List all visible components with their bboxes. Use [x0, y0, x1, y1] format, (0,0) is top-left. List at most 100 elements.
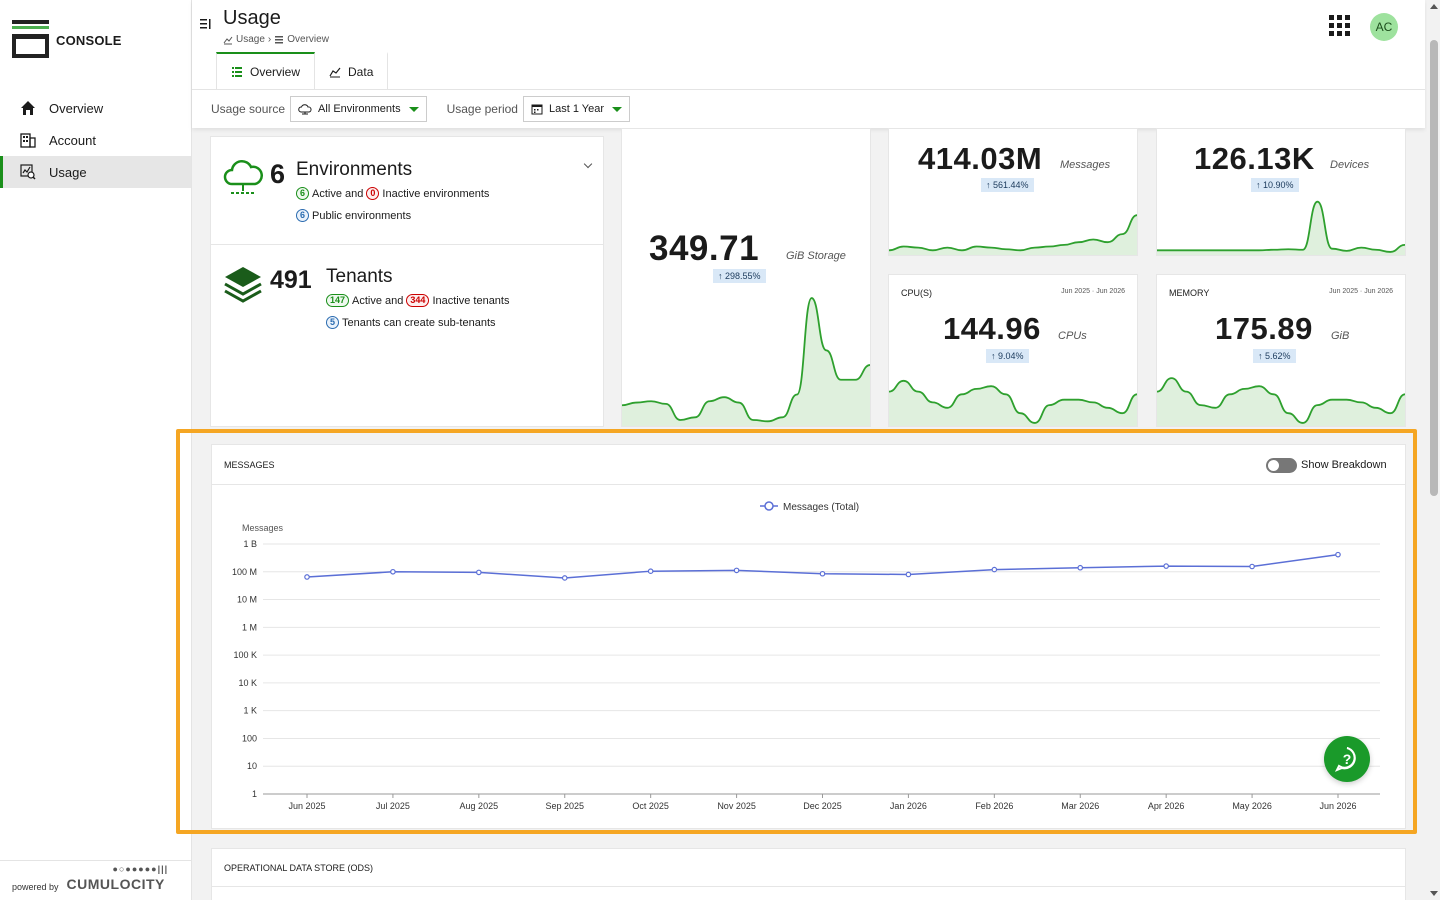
- arrow-up-icon: ↑: [1258, 351, 1263, 361]
- tenants-count: 491: [270, 266, 312, 294]
- scroll-up-icon[interactable]: [1430, 4, 1438, 9]
- data-point: [1163, 563, 1169, 569]
- sidebar-item-account[interactable]: Account: [0, 124, 191, 156]
- data-point: [390, 568, 396, 575]
- messages-line-chart: Messages (Total) Messages 1 10 100 1 K 10 K 100…: [232, 501, 1380, 811]
- help-button[interactable]: ?: [1324, 736, 1370, 782]
- inactive-env-text: Inactive environments: [382, 187, 490, 200]
- powered-by-footer: powered by ●○●●●●●||| CUMULOCITY: [0, 860, 191, 900]
- breadcrumb-usage[interactable]: Usage: [236, 34, 265, 45]
- x-tick-label: Jan 2026: [890, 801, 927, 811]
- sparkline-line: [889, 379, 1137, 424]
- sidebar: CONSOLE Overview Account Usage powered b…: [0, 0, 192, 900]
- sidebar-item-label: Usage: [49, 164, 87, 180]
- cloud-icon: [298, 103, 312, 115]
- chevron-down-icon[interactable]: [583, 159, 593, 169]
- memory-change-badge: ↑ 5.62%: [1253, 349, 1296, 363]
- data-point: [1335, 551, 1341, 558]
- messages-metric-unit: Messages: [1060, 159, 1111, 171]
- scroll-down-icon[interactable]: [1430, 891, 1438, 896]
- x-tick-label: Jun 2025: [288, 801, 325, 811]
- environments-label: Environments: [296, 159, 413, 180]
- calendar-icon: [531, 103, 543, 115]
- layers-icon: [224, 267, 262, 303]
- environments-tenants-card: 6 Environments 6 Active and 0 Inactive e…: [210, 136, 604, 427]
- devices-change: 10.90%: [1263, 180, 1294, 190]
- environments-count: 6: [270, 159, 286, 189]
- caret-down-icon: [612, 106, 623, 112]
- usage-period-value: Last 1 Year: [548, 103, 605, 115]
- memory-value: 175.89: [1215, 311, 1313, 346]
- sidebar-toggle-icon[interactable]: [200, 17, 212, 29]
- messages-chart-title: MESSAGES: [224, 460, 275, 470]
- y-tick-label: 1: [252, 789, 257, 799]
- tab-overview[interactable]: Overview: [216, 52, 316, 89]
- sidebar-item-label: Overview: [49, 100, 104, 116]
- usage-period-select[interactable]: Last 1 Year: [522, 96, 631, 122]
- y-tick-label: 1 M: [242, 622, 257, 632]
- cloud-network-icon: [223, 160, 263, 194]
- cpu-sparkline: [889, 379, 1137, 426]
- arrow-up-icon: ↑: [986, 180, 991, 190]
- sidebar-nav: Overview Account Usage: [0, 92, 191, 188]
- x-tick-label: Feb 2026: [975, 801, 1013, 811]
- breadcrumb-separator: ›: [267, 34, 272, 45]
- sidebar-item-usage[interactable]: Usage: [0, 156, 191, 188]
- tenants-status-line: 147 Active and 344 Inactive tenants: [326, 294, 510, 307]
- brand-name: CONSOLE: [56, 32, 122, 48]
- caret-down-icon: [408, 106, 419, 112]
- y-tick-label: 100 M: [232, 567, 257, 577]
- show-breakdown-toggle[interactable]: [1266, 458, 1297, 473]
- messages-chart-card: MESSAGES Show Breakdown Messages (Total)…: [211, 444, 1406, 829]
- usage-source-select[interactable]: All Environments: [290, 96, 427, 122]
- arrow-up-icon: ↑: [991, 351, 996, 361]
- data-point: [476, 569, 482, 576]
- breadcrumb-overview[interactable]: Overview: [287, 34, 329, 45]
- cumulocity-logo: ●○●●●●●||| CUMULOCITY: [66, 864, 168, 892]
- page-title: Usage: [223, 7, 281, 29]
- legend-label: Messages (Total): [783, 502, 859, 513]
- data-point: [304, 574, 310, 580]
- sidebar-item-overview[interactable]: Overview: [0, 92, 191, 124]
- y-tick-label: 10: [247, 761, 257, 771]
- data-point: [1077, 564, 1084, 571]
- tab-data[interactable]: Data: [315, 52, 389, 89]
- environments-summary: 6 Environments 6 Active and 0 Inactive e…: [211, 137, 603, 245]
- sparkline-line: [1157, 200, 1405, 253]
- x-tick-label: May 2026: [1232, 801, 1272, 811]
- y-tick-label: 1 K: [243, 706, 257, 716]
- memory-sparkline: [1157, 377, 1405, 426]
- usage-source-label: Usage source: [211, 102, 286, 116]
- list-icon: [275, 35, 284, 43]
- usage-source-value: All Environments: [318, 103, 401, 115]
- public-env-text: Public environments: [312, 209, 412, 222]
- scroll-thumb[interactable]: [1430, 40, 1438, 496]
- active-env-text: Active and: [312, 187, 364, 200]
- user-avatar[interactable]: AC: [1370, 13, 1398, 41]
- data-point: [1249, 563, 1255, 570]
- scrollbar[interactable]: [1427, 0, 1440, 900]
- tenants-label: Tenants: [326, 266, 393, 287]
- brand[interactable]: CONSOLE: [12, 20, 122, 60]
- cpu-value: 144.96: [943, 311, 1041, 346]
- data-point: [991, 566, 998, 573]
- data-point: [561, 575, 568, 581]
- show-breakdown-label[interactable]: Show Breakdown: [1301, 459, 1387, 471]
- y-tick-label: 100: [242, 733, 257, 743]
- chart-line-icon: [223, 36, 233, 44]
- cumulocity-name: CUMULOCITY: [66, 876, 165, 892]
- memory-range: Jun 2025 · Jun 2026: [1329, 288, 1393, 295]
- usage-chart-icon: [19, 163, 37, 181]
- storage-change: 298.55%: [725, 271, 761, 281]
- building-icon: [19, 131, 37, 149]
- usage-period-label: Usage period: [446, 102, 518, 116]
- storage-change-badge: ↑ 298.55%: [713, 269, 766, 283]
- active-env-badge: 6: [296, 187, 310, 200]
- storage-sparkline: [622, 297, 870, 426]
- app-switcher-icon[interactable]: [1329, 15, 1350, 36]
- cpu-range: Jun 2025 · Jun 2026: [1061, 288, 1125, 295]
- sparkline-area: [622, 298, 870, 426]
- y-tick-label: 10 K: [238, 678, 257, 688]
- svg-text:?: ?: [1343, 751, 1352, 767]
- sidebar-item-label: Account: [49, 132, 96, 148]
